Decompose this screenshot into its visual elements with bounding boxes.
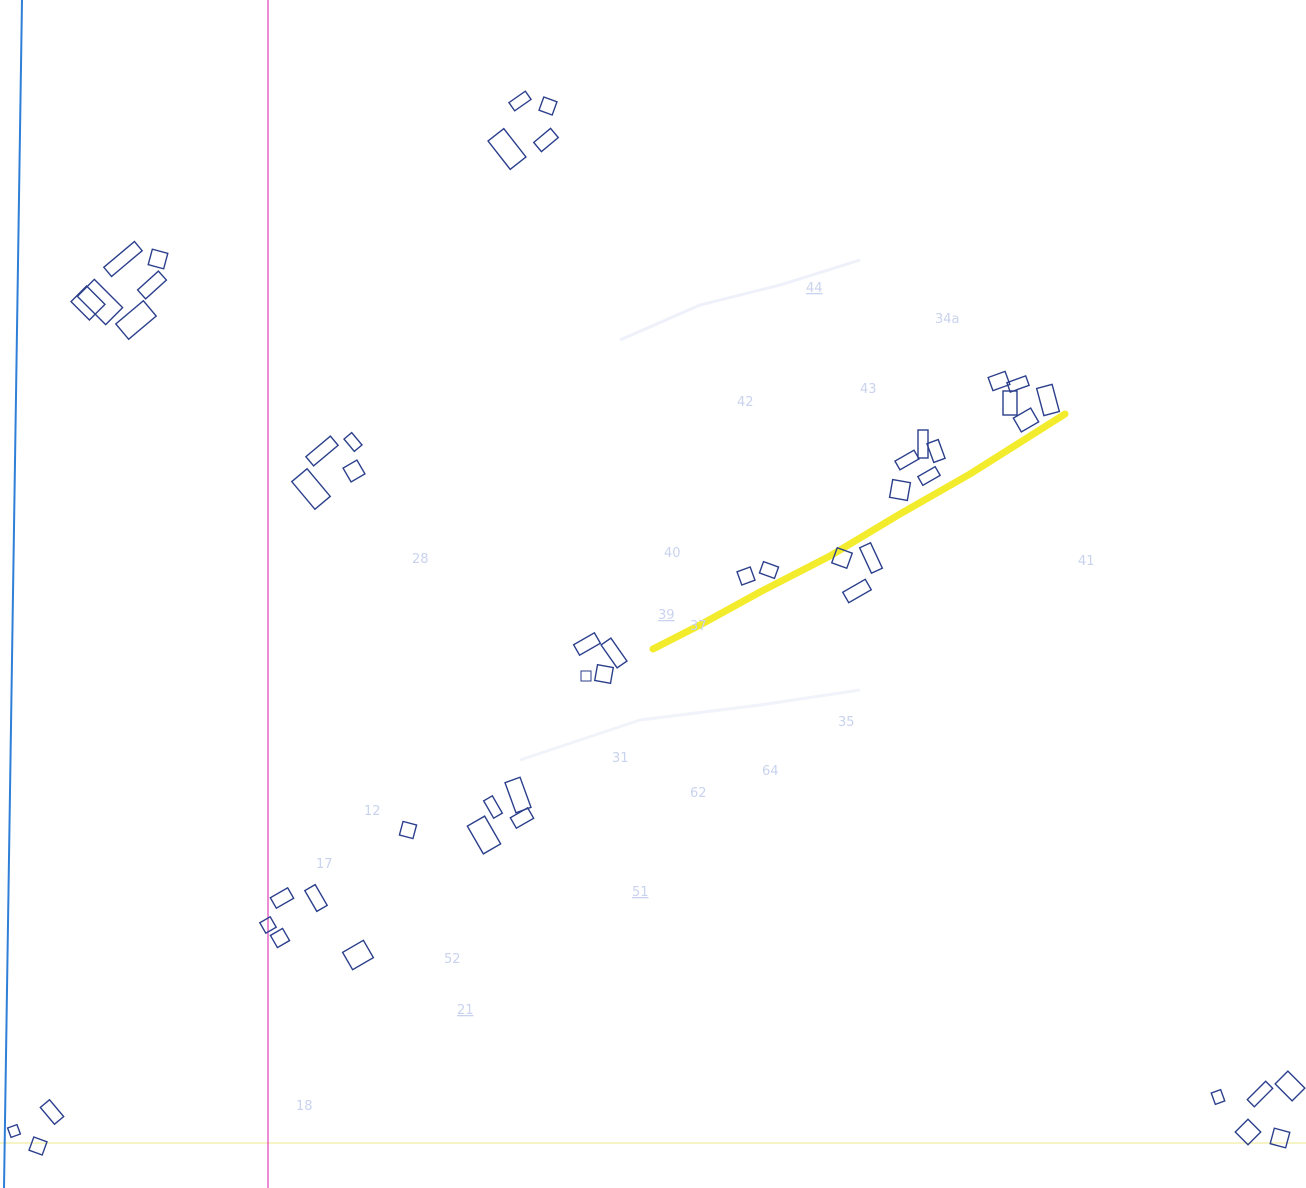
house-number: 35 (838, 715, 855, 730)
house-number: 28 (412, 552, 429, 567)
house-number: 39 (658, 608, 675, 623)
faint-road (619, 258, 861, 342)
blue-boundary-line (3, 0, 23, 1188)
house-number: 34а (935, 312, 960, 327)
building-cluster-bottom-left[interactable] (6, 1098, 65, 1156)
house-number: 21 (457, 1003, 474, 1018)
house-number: 18 (296, 1099, 313, 1114)
building-cluster-center[interactable] (736, 541, 884, 604)
house-number: 51 (632, 885, 649, 900)
house-numbers: 44 34а 43 42 28 40 39 37 35 64 62 31 51 … (296, 281, 1095, 1114)
house-number: 43 (860, 382, 877, 397)
faint-road-2 (519, 688, 861, 762)
house-number: 12 (364, 804, 381, 819)
building-cluster-bottom-right[interactable] (1210, 1070, 1306, 1149)
house-number: 41 (1078, 554, 1095, 569)
house-number: 40 (664, 546, 681, 561)
building-cluster-lower-middle[interactable] (398, 776, 535, 855)
house-number: 31 (612, 751, 629, 766)
building-cluster-left-middle[interactable] (290, 431, 366, 511)
building-cluster-top[interactable] (487, 90, 560, 171)
house-number: 37 (690, 619, 707, 634)
house-number: 17 (316, 857, 333, 872)
highlighted-street[interactable] (649, 410, 1069, 653)
building-cluster-right-middle[interactable] (888, 429, 946, 502)
building-cluster-upper-left[interactable] (70, 240, 169, 341)
house-number: 64 (762, 764, 779, 779)
house-number: 52 (444, 952, 461, 967)
building-cluster-street-start[interactable] (572, 631, 628, 685)
house-number: 44 (806, 281, 823, 296)
building-cluster-lower-left[interactable] (258, 883, 375, 971)
building-cluster-right-top[interactable] (987, 370, 1061, 433)
house-number: 62 (690, 786, 707, 801)
house-number: 42 (737, 395, 754, 410)
